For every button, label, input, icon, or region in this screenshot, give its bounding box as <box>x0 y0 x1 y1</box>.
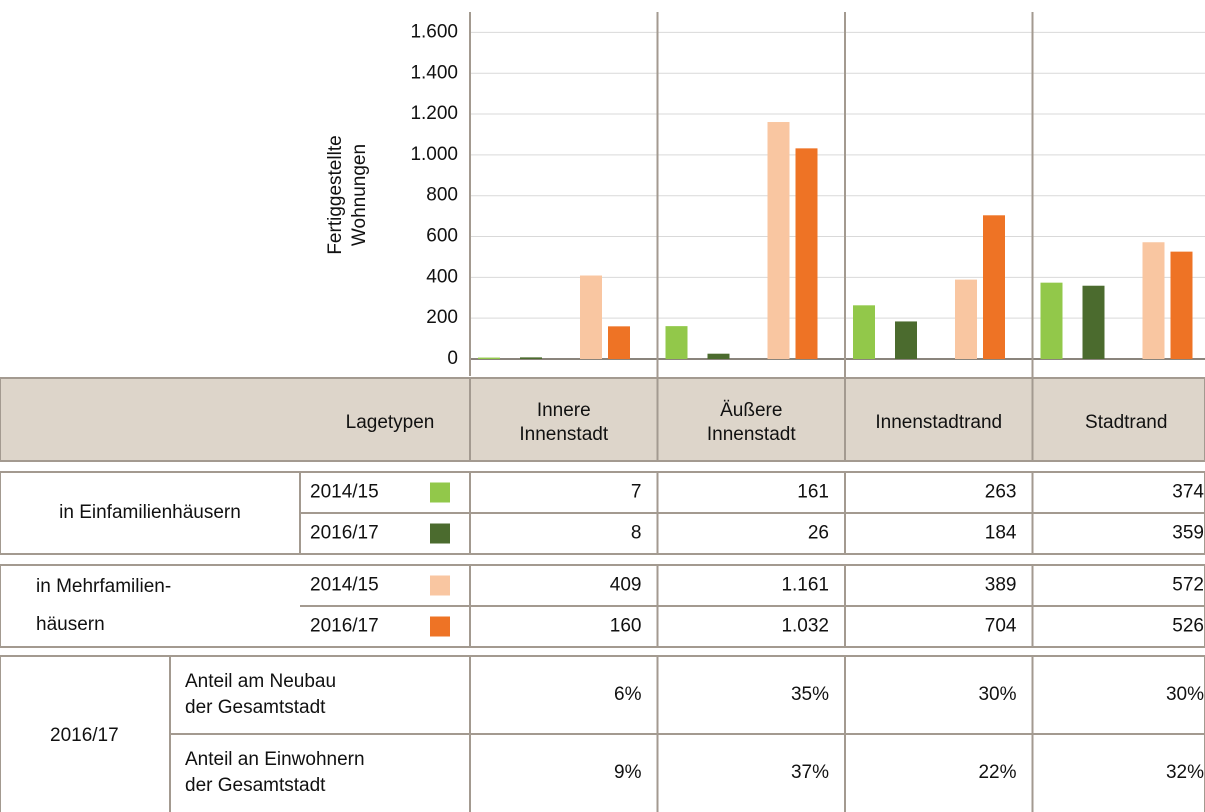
header-bg <box>0 377 1205 462</box>
category-label: Innenstadt <box>707 424 796 445</box>
legend-swatch <box>430 575 450 596</box>
bar <box>1142 242 1165 359</box>
share-cell: 22% <box>978 762 1016 783</box>
block <box>0 655 1205 812</box>
y-tick-label: 400 <box>426 266 458 287</box>
bar <box>665 326 688 359</box>
legend-swatch <box>430 523 450 544</box>
share-cell: 9% <box>614 762 642 783</box>
y-tick-label: 800 <box>426 185 458 206</box>
bar <box>795 148 818 359</box>
bar <box>1082 285 1105 359</box>
share-row-label: der Gesamtstadt <box>185 775 326 796</box>
y-axis-label: Wohnungen <box>349 144 370 246</box>
bar <box>580 275 602 359</box>
value-cell: 7 <box>631 482 642 503</box>
block <box>0 471 1205 555</box>
category-label: Innenstadt <box>519 424 608 445</box>
value-cell: 389 <box>985 575 1017 596</box>
value-cell: 1.032 <box>781 616 829 637</box>
category-label: Stadtrand <box>1085 412 1167 433</box>
y-tick-label: 1.600 <box>410 21 458 42</box>
bar <box>707 353 730 359</box>
bar <box>520 357 542 359</box>
legend-swatch <box>430 616 450 637</box>
bar <box>1040 282 1063 359</box>
value-cell: 359 <box>1172 523 1204 544</box>
value-cell: 526 <box>1172 616 1204 637</box>
category-label: Innere <box>537 400 591 421</box>
group-label: häusern <box>36 614 105 635</box>
bar <box>478 357 500 359</box>
bar <box>767 122 790 359</box>
bar <box>1170 251 1193 359</box>
y-tick-label: 0 <box>447 348 458 369</box>
value-cell: 8 <box>631 523 642 544</box>
bar <box>955 279 977 359</box>
share-cell: 30% <box>978 684 1016 705</box>
share-cell: 32% <box>1166 762 1204 783</box>
share-cell: 30% <box>1166 684 1204 705</box>
value-cell: 704 <box>985 616 1017 637</box>
share-row-label: Anteil am Neubau <box>185 671 336 692</box>
value-cell: 26 <box>808 523 829 544</box>
value-cell: 409 <box>610 575 642 596</box>
share-cell: 6% <box>614 684 642 705</box>
value-cell: 572 <box>1172 575 1204 596</box>
category-label: Äußere <box>720 400 782 421</box>
bar <box>608 326 630 359</box>
shares-label: 2016/17 <box>50 725 119 746</box>
share-cell: 35% <box>791 684 829 705</box>
legend-label: 2016/17 <box>310 523 379 544</box>
bar <box>853 305 875 359</box>
block <box>0 564 1205 648</box>
value-cell: 160 <box>610 616 642 637</box>
value-cell: 161 <box>797 482 829 503</box>
legend-label: 2016/17 <box>310 616 379 637</box>
value-cell: 374 <box>1172 482 1204 503</box>
share-cell: 37% <box>791 762 829 783</box>
bar <box>895 321 917 359</box>
y-tick-label: 1.200 <box>410 103 458 124</box>
group-label: in Mehrfamilien- <box>36 576 171 597</box>
y-tick-label: 1.400 <box>410 62 458 83</box>
y-tick-label: 600 <box>426 226 458 247</box>
value-cell: 1.161 <box>781 575 829 596</box>
y-tick-label: 200 <box>426 307 458 328</box>
value-cell: 184 <box>985 523 1017 544</box>
share-row-label: der Gesamtstadt <box>185 697 326 718</box>
bar <box>983 215 1005 359</box>
legend-label: 2014/15 <box>310 575 379 596</box>
legend-swatch <box>430 482 450 503</box>
group-label: in Einfamilienhäusern <box>59 502 241 523</box>
y-axis-label: Fertiggestellte <box>325 135 346 254</box>
legend-label: 2014/15 <box>310 482 379 503</box>
y-tick-label: 1.000 <box>410 144 458 165</box>
share-row-label: Anteil an Einwohnern <box>185 749 365 770</box>
value-cell: 263 <box>985 482 1017 503</box>
header-label: Lagetypen <box>346 412 435 433</box>
category-label: Innenstadtrand <box>875 412 1002 433</box>
